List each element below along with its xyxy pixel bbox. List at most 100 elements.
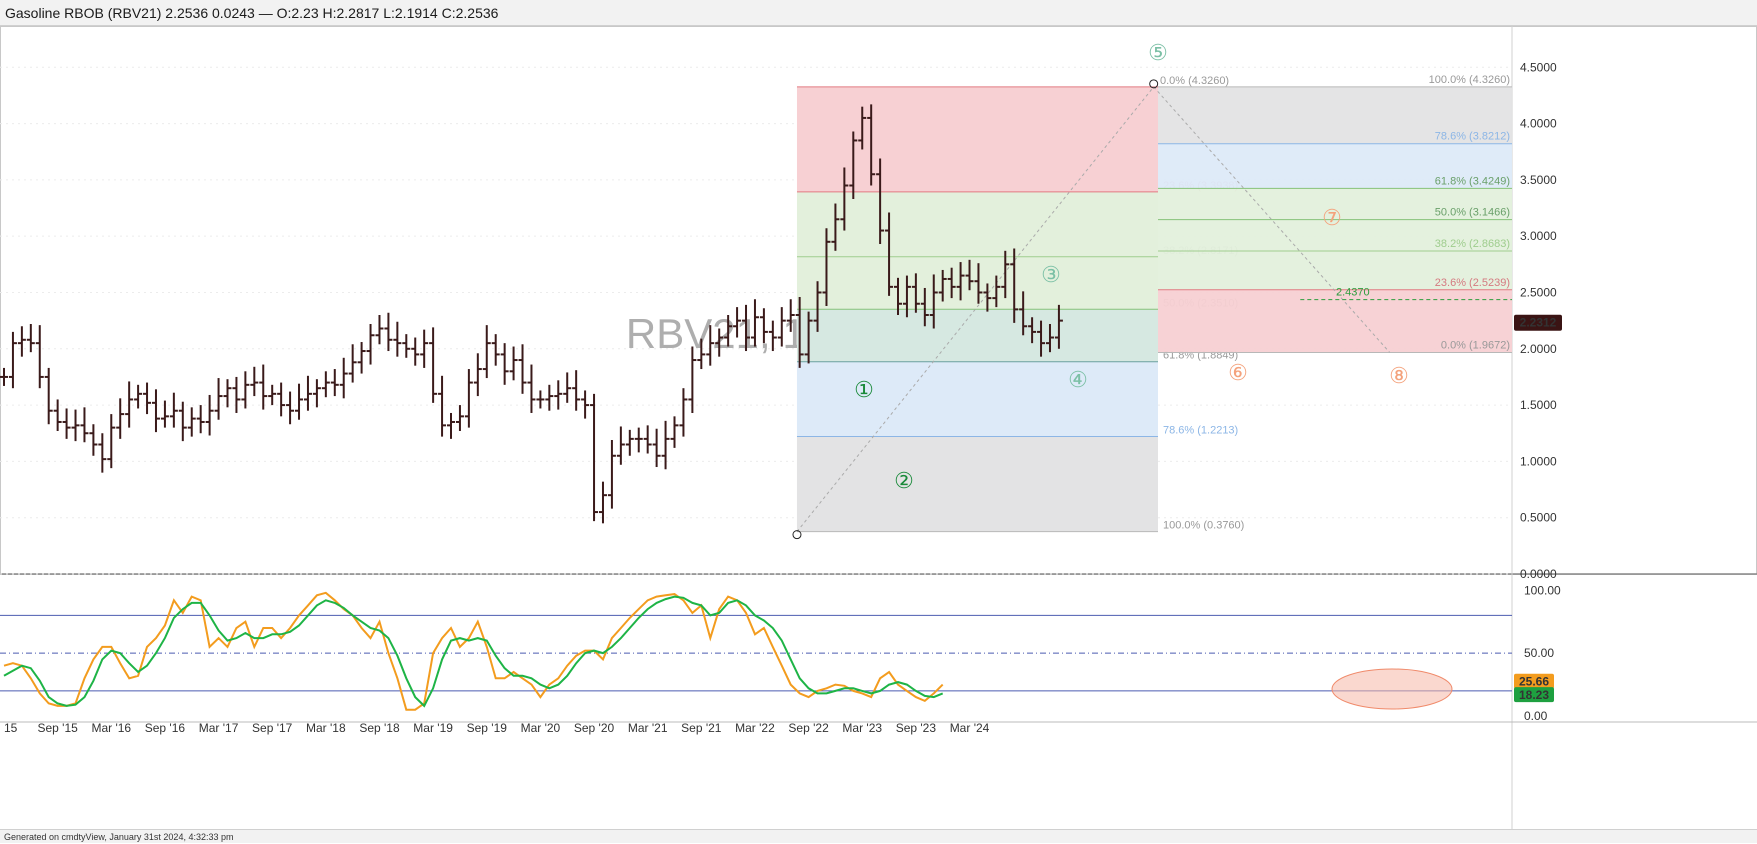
ohlc-bar	[947, 267, 956, 299]
fib2-level-label: 38.2% (2.8683)	[1435, 238, 1510, 250]
ohlc-bar	[339, 357, 348, 399]
ohlc-bar	[858, 106, 867, 150]
ohlc-bar	[992, 275, 1001, 308]
ohlc-bar	[581, 390, 590, 419]
fib-band	[796, 191, 1158, 257]
x-tick-label: Mar '22	[735, 721, 775, 735]
ohlc-bar	[894, 277, 902, 315]
ohlc-bar	[1045, 324, 1054, 353]
price-pane[interactable]: 4.5000 4.0000 3.5000 3.0000 2.5000 2.0000 1.50…	[0, 26, 1757, 829]
ohlc-bar	[831, 203, 840, 251]
fib2-level-label: 100.0% (4.3260)	[1429, 74, 1510, 86]
trend-anchor-low	[792, 530, 802, 540]
ohlc-bar	[804, 311, 813, 364]
ohlc-bar	[447, 412, 455, 439]
ohlc-bar	[643, 425, 652, 454]
ohlc-bar	[464, 369, 473, 428]
ohlc-bar	[885, 212, 894, 296]
x-tick-label: Sep '21	[681, 721, 722, 735]
ohlc-bar	[491, 334, 500, 366]
fib2-level-label: 0.0% (1.9672)	[1441, 339, 1510, 351]
ohlc-bar	[661, 420, 670, 470]
ohlc-bar	[277, 382, 286, 417]
ohlc-bar	[849, 131, 858, 200]
stoch-d-line	[3, 595, 944, 708]
x-tick-label: Sep '18	[359, 721, 400, 735]
x-tick-label: Sep '16	[145, 721, 186, 735]
fib-level-label: 100.0% (0.3760)	[1163, 520, 1244, 532]
wave-label: ③	[1041, 262, 1061, 287]
ohlc-bar	[840, 167, 849, 231]
ohlc-bar	[393, 321, 402, 357]
wave-label: ①	[854, 377, 874, 402]
ohlc-bar	[956, 262, 965, 301]
ohlc-bar	[205, 394, 214, 436]
ohlc-bar	[607, 439, 616, 509]
x-tick-label: Mar '21	[628, 721, 668, 735]
ohlc-bar	[786, 299, 795, 332]
ohlc-bar	[80, 407, 89, 443]
ohlc-bar	[429, 327, 438, 403]
price-tick-label: 0.5000	[1520, 511, 1557, 525]
ohlc-bar	[0, 367, 8, 386]
fib2-level-label: 50.0% (3.1466)	[1435, 207, 1510, 219]
ohlc-bar	[509, 346, 518, 381]
ohlc-bar	[295, 383, 304, 420]
ohlc-bar	[670, 416, 679, 448]
chart-canvas[interactable]: 4.5000 4.0000 3.5000 3.0000 2.5000 2.0000 1.50…	[0, 26, 1757, 829]
stoch-k-line	[3, 591, 944, 711]
ohlc-bar	[151, 389, 160, 433]
fib2-level-label: 61.8% (3.4249)	[1435, 175, 1510, 187]
price-tick-label: 2.5000	[1520, 285, 1557, 299]
fib-trend-line	[796, 86, 1155, 532]
ohlc-bar	[241, 371, 250, 409]
price-tick-label: 1.5000	[1520, 398, 1557, 412]
ohlc-bar	[554, 380, 563, 410]
highlight-ellipse	[1331, 668, 1453, 710]
price-tick-label: 4.0000	[1520, 117, 1557, 131]
ohlc-bar	[563, 372, 572, 403]
ohlc-bar	[134, 384, 143, 409]
fib2-level-label: 78.6% (3.8212)	[1435, 131, 1510, 143]
ohlc-bar	[920, 287, 929, 327]
ohlc-bar	[518, 344, 527, 394]
ohlc-bar	[706, 325, 715, 366]
ohlc-bar	[634, 427, 643, 453]
ohlc-bar	[938, 269, 947, 302]
ohlc-bar	[974, 263, 983, 304]
ohlc-bar	[44, 367, 53, 425]
price-tick-label: 2.0000	[1520, 342, 1557, 356]
fib2-band	[1158, 86, 1512, 144]
fib-band	[796, 309, 1158, 362]
ohlc-bar	[750, 299, 759, 347]
ohlc-bar	[107, 414, 116, 469]
fib2-band	[1158, 289, 1512, 353]
price-tick-label: 3.5000	[1520, 173, 1557, 187]
ohlc-bar	[17, 326, 26, 357]
d-value-label: 18.23	[1519, 688, 1549, 702]
fib2-level-label: 23.6% (2.5239)	[1435, 277, 1510, 289]
ohlc-bar	[911, 273, 920, 313]
ohlc-bar	[223, 379, 232, 408]
ohlc-bar	[143, 382, 152, 415]
x-tick-label: Mar '18	[306, 721, 346, 735]
ohlc-bar	[330, 369, 339, 397]
x-tick-label: Mar '20	[521, 721, 561, 735]
wave-label: ⑥	[1228, 360, 1248, 385]
ohlc-bar	[268, 384, 277, 406]
ohlc-bar	[420, 329, 429, 368]
ohlc-bar	[1019, 291, 1028, 336]
ohlc-bar	[402, 334, 411, 358]
ohlc-bar	[777, 307, 786, 347]
reference-line-label: 2.4370	[1336, 287, 1370, 299]
stoch-tick-label: 0.00	[1524, 709, 1548, 723]
last-price-label: 2.2312	[1520, 316, 1557, 330]
ohlc-bar	[625, 429, 634, 456]
fib2-trend-line	[1153, 86, 1391, 353]
ohlc-bar	[71, 409, 80, 442]
last-price-badge	[1514, 314, 1562, 331]
ohlc-bar	[250, 366, 259, 397]
ohlc-bar	[768, 320, 777, 352]
wave-label: ⑧	[1389, 363, 1409, 388]
